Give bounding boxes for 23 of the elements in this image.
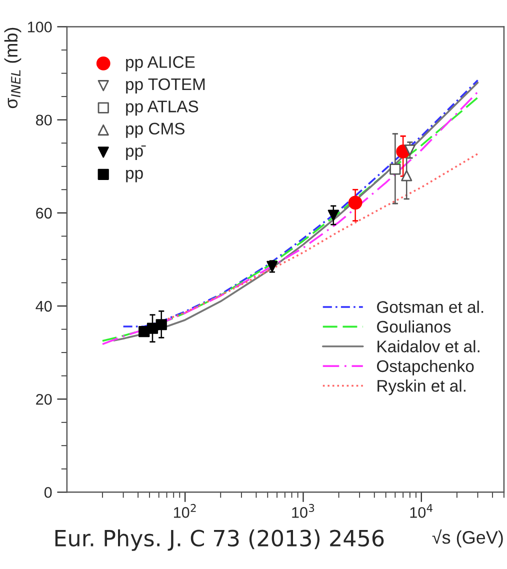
- legend-label: pp ATLAS: [126, 100, 198, 116]
- y-tick-label: 100: [28, 22, 52, 32]
- legend-label: pp CMS: [126, 122, 184, 138]
- y-tick-label: 80: [36, 114, 52, 126]
- legend-label: pp TOTEM: [126, 78, 205, 94]
- legend-label: pp ALICE: [126, 56, 195, 72]
- legend-label: Kaidalov et al.: [378, 340, 480, 352]
- legend-label: Ryskin et al.: [378, 380, 466, 396]
- y-tick-label: 0: [44, 487, 52, 498]
- legend-label: pp̄: [126, 146, 146, 160]
- legend-label: Gotsman et al.: [377, 300, 484, 313]
- x-tick-label: 10$^{3}$: [292, 504, 314, 518]
- x-axis-title: √s (GeV): [432, 529, 503, 548]
- y-tick-label: 20: [36, 394, 52, 405]
- legend-label: Goulianos: [377, 320, 451, 333]
- legend-label: pp: [126, 170, 143, 182]
- legend-label: Ostapchenko: [377, 360, 474, 376]
- text: Eur. Phys. J. C 73 (2013) 2456: [55, 529, 384, 551]
- y-axis-title: σ$_{INEL}$ (mb): [4, 28, 22, 108]
- y-tick-label: 40: [36, 300, 52, 312]
- y-tick-label: 60: [36, 208, 52, 219]
- x-tick-label: 10$^{4}$: [410, 504, 432, 518]
- x-tick-label: 10$^{2}$: [174, 504, 196, 518]
